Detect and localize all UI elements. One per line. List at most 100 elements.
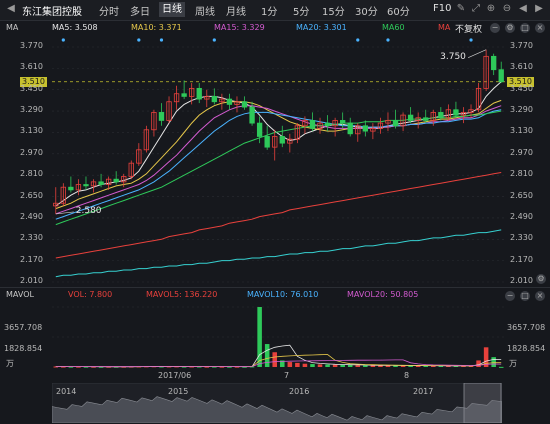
vol-maximize-icon[interactable]: □ bbox=[520, 291, 530, 301]
ma-minimize-icon[interactable]: − bbox=[490, 23, 500, 33]
ma-line-ma60 bbox=[55, 110, 502, 226]
candle-body bbox=[211, 96, 217, 103]
date-axis: 2017/06 7 8 bbox=[52, 369, 504, 383]
candle-body bbox=[400, 114, 406, 127]
back-icon[interactable]: ◀ bbox=[7, 3, 15, 14]
ma-settings-icon[interactable]: ⚙ bbox=[505, 23, 515, 33]
volume-bar bbox=[204, 366, 210, 368]
price-tick-left: 2.330 bbox=[20, 233, 43, 243]
price-tick-left: 3.450 bbox=[20, 83, 43, 93]
price-tick-right: 2.010 bbox=[510, 276, 533, 285]
volume-bar bbox=[113, 366, 119, 368]
candle-body bbox=[317, 122, 323, 129]
price-tick-left: 3.770 bbox=[20, 41, 43, 50]
tab-15min[interactable]: 15分 bbox=[322, 7, 345, 18]
event-marker bbox=[212, 38, 216, 42]
low-price-pointer bbox=[55, 211, 74, 215]
tab-multiday[interactable]: 多日 bbox=[130, 7, 150, 18]
volume-bar bbox=[196, 366, 202, 368]
volume-bar bbox=[121, 366, 126, 368]
vol-minimize-icon[interactable]: − bbox=[505, 291, 515, 301]
candle-body bbox=[475, 87, 482, 111]
candle-body bbox=[181, 93, 187, 97]
candle-body bbox=[460, 112, 467, 116]
volume-bar bbox=[272, 352, 277, 367]
ma-line-ma20 bbox=[55, 109, 502, 220]
candle-body bbox=[151, 112, 157, 131]
tab-60min[interactable]: 60分 bbox=[387, 7, 410, 18]
price-tick-left: 2.490 bbox=[20, 211, 43, 221]
price-tick-left: 3.130 bbox=[20, 126, 43, 136]
price-panel-settings-icon[interactable]: ⚙ bbox=[536, 274, 546, 284]
navigator-window[interactable] bbox=[463, 383, 502, 423]
volume-chart[interactable] bbox=[0, 303, 550, 369]
navigator-area bbox=[52, 396, 502, 423]
candle-body bbox=[53, 202, 59, 207]
fullscreen-icon[interactable]: ⤢ bbox=[472, 3, 480, 14]
candle-body bbox=[309, 120, 316, 129]
candle-body bbox=[234, 101, 240, 105]
candle-body bbox=[438, 112, 444, 119]
candle-body bbox=[173, 93, 180, 103]
ma-label: MA bbox=[6, 23, 19, 32]
volume-bar bbox=[355, 365, 361, 367]
candle-body bbox=[445, 109, 452, 119]
volume-bar bbox=[189, 366, 194, 368]
volume-bar bbox=[242, 366, 247, 368]
volume-bar bbox=[76, 366, 81, 368]
candle-body bbox=[370, 128, 376, 132]
tab-monthly[interactable]: 月线 bbox=[226, 7, 246, 18]
price-tick-left: 2.970 bbox=[20, 147, 43, 157]
volume-bar bbox=[302, 363, 308, 367]
tab-daily[interactable]: 日线 bbox=[159, 2, 185, 17]
ma-line-ma15 bbox=[55, 105, 502, 215]
zoom-out-icon[interactable]: ⊖ bbox=[502, 3, 512, 14]
restore-type-dropdown[interactable]: 不复权 bbox=[455, 25, 483, 35]
candle-body bbox=[60, 186, 66, 204]
tab-weekly[interactable]: 周线 bbox=[195, 7, 215, 18]
vol-tick-left-2: 1828.854 bbox=[4, 344, 43, 353]
vol-unit-left: 万 bbox=[6, 359, 14, 368]
draw-pen-icon[interactable]: ✎ bbox=[456, 3, 466, 14]
tab-30min[interactable]: 30分 bbox=[355, 7, 378, 18]
tab-intraday[interactable]: 分时 bbox=[99, 7, 119, 18]
nav-year-2015: 2015 bbox=[168, 387, 189, 396]
candle-body bbox=[287, 138, 293, 144]
volume-bar bbox=[347, 365, 353, 367]
scroll-right-icon[interactable]: ▶ bbox=[535, 3, 543, 14]
ma-close-icon[interactable]: × bbox=[535, 23, 545, 33]
time-navigator[interactable] bbox=[52, 383, 502, 423]
mavol-line-5 bbox=[55, 344, 502, 368]
price-tick-right: 3.130 bbox=[510, 126, 533, 136]
volume-bar bbox=[264, 344, 270, 367]
volume-bar bbox=[325, 364, 330, 367]
candle-body bbox=[407, 114, 414, 121]
current-price-tag-right: 3.510 bbox=[507, 76, 534, 87]
tab-1min[interactable]: 1分 bbox=[261, 7, 278, 18]
price-tick-right: 3.450 bbox=[510, 83, 533, 93]
date-label-aug: 8 bbox=[404, 371, 410, 380]
price-tick-right: 2.650 bbox=[510, 190, 533, 200]
volume-bar bbox=[438, 365, 444, 367]
candle-body bbox=[158, 112, 165, 121]
vol-tick-left-1: 3657.708 bbox=[4, 323, 43, 332]
zoom-in-icon[interactable]: ⊕ bbox=[486, 3, 496, 14]
price-tick-left: 2.650 bbox=[20, 190, 43, 200]
volume-bar bbox=[257, 307, 262, 367]
price-chart[interactable] bbox=[0, 36, 550, 286]
f10-button[interactable]: F10 bbox=[433, 3, 452, 14]
volume-bar bbox=[385, 365, 391, 367]
candle-body bbox=[294, 125, 301, 140]
event-marker bbox=[61, 38, 65, 42]
nav-year-2017: 2017 bbox=[413, 387, 434, 396]
vol-close-icon[interactable]: × bbox=[535, 291, 545, 301]
volume-bar bbox=[280, 360, 285, 367]
ma20-value: MA20: 3.301 bbox=[296, 23, 347, 32]
tab-5min[interactable]: 5分 bbox=[293, 7, 310, 18]
volume-bar bbox=[408, 365, 413, 367]
candle-body bbox=[392, 120, 399, 127]
ma-maximize-icon[interactable]: □ bbox=[520, 23, 530, 33]
scroll-left-icon[interactable]: ◀ bbox=[519, 3, 527, 14]
candle-body bbox=[189, 87, 195, 97]
price-tick-right: 3.770 bbox=[510, 41, 533, 50]
